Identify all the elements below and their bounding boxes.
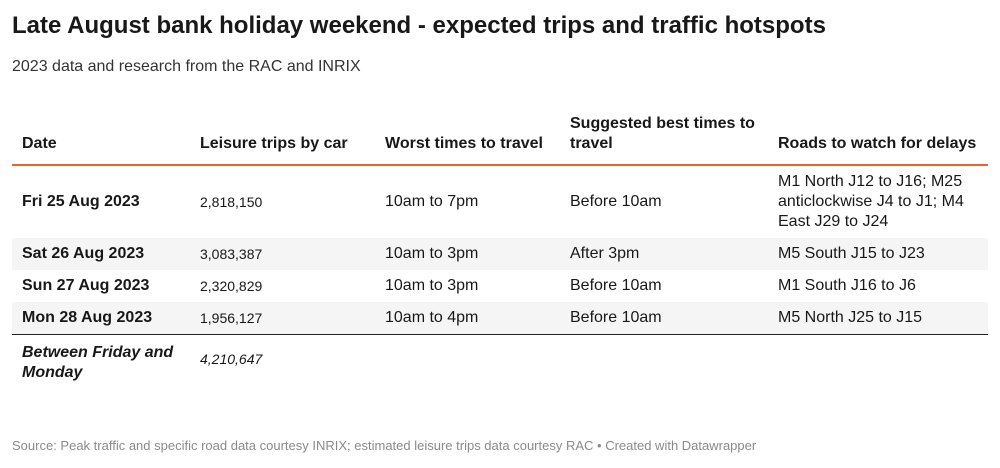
table-cell: Sat 26 Aug 2023 [12, 238, 190, 270]
table-row: Sat 26 Aug 2023 3,083,387 10am to 3pm After… [12, 238, 988, 270]
empty-cell [768, 335, 988, 390]
subtitle: 2023 data and research from the RAC and … [12, 58, 361, 75]
column-header: Leisure trips by car [190, 108, 375, 166]
table-cell: M5 North J25 to J15 [768, 302, 988, 335]
table-cell: Before 10am [570, 193, 662, 210]
table-cell: Before 10am [570, 277, 662, 294]
table-cell: Between Friday and Monday [22, 344, 174, 381]
column-header: Roads to watch for delays [768, 108, 988, 166]
table-cell: 1,956,127 [190, 302, 375, 335]
table-cell: Fri 25 Aug 2023 [22, 193, 140, 210]
column-header: Suggested best times to travel [560, 108, 768, 166]
table-cell: 10am to 3pm [385, 277, 479, 294]
table-cell: Mon 28 Aug 2023 [12, 302, 190, 335]
table-cell: M1 North J12 to J16; M25 anticlockwise J… [778, 173, 964, 230]
source: Source: Peak traffic and specific road d… [12, 438, 757, 453]
table-cell: 4,210,647 [200, 351, 263, 367]
table-cell: 10am to 7pm [385, 193, 479, 210]
table-row: Sun 27 Aug 2023 2,320,829 10am to 3pm Befor… [12, 270, 988, 302]
table-cell: M1 South J16 to J6 [778, 277, 916, 294]
column-header: Worst times to travel [375, 108, 560, 166]
table-cell: After 3pm [560, 238, 768, 270]
title: Late August bank holiday weekend - expec… [12, 12, 826, 39]
table-cell: 2,818,150 [200, 194, 263, 210]
data-table: Date Leisure trips by car Worst times to t… [12, 108, 988, 389]
empty-cell [560, 335, 768, 390]
table-row: Mon 28 Aug 2023 1,956,127 10am to 4pm Befor… [12, 302, 988, 335]
table-cell: M5 South J15 to J23 [768, 238, 988, 270]
total-row: Between Friday and Monday 4,210,647 [12, 335, 988, 390]
table-cell: Sun 27 Aug 2023 [22, 277, 150, 294]
column-header: Date [12, 108, 190, 166]
table-cell: Before 10am [560, 302, 768, 335]
table-cell: 2,320,829 [200, 278, 263, 294]
table-row: Fri 25 Aug 2023 2,818,150 10am to 7pm Befor… [12, 165, 988, 238]
table-cell: 10am to 3pm [375, 238, 560, 270]
table-cell: 3,083,387 [190, 238, 375, 270]
table-cell: 10am to 4pm [375, 302, 560, 335]
empty-cell [375, 335, 560, 390]
header-row: Date Leisure trips by car Worst times to t… [12, 108, 988, 166]
